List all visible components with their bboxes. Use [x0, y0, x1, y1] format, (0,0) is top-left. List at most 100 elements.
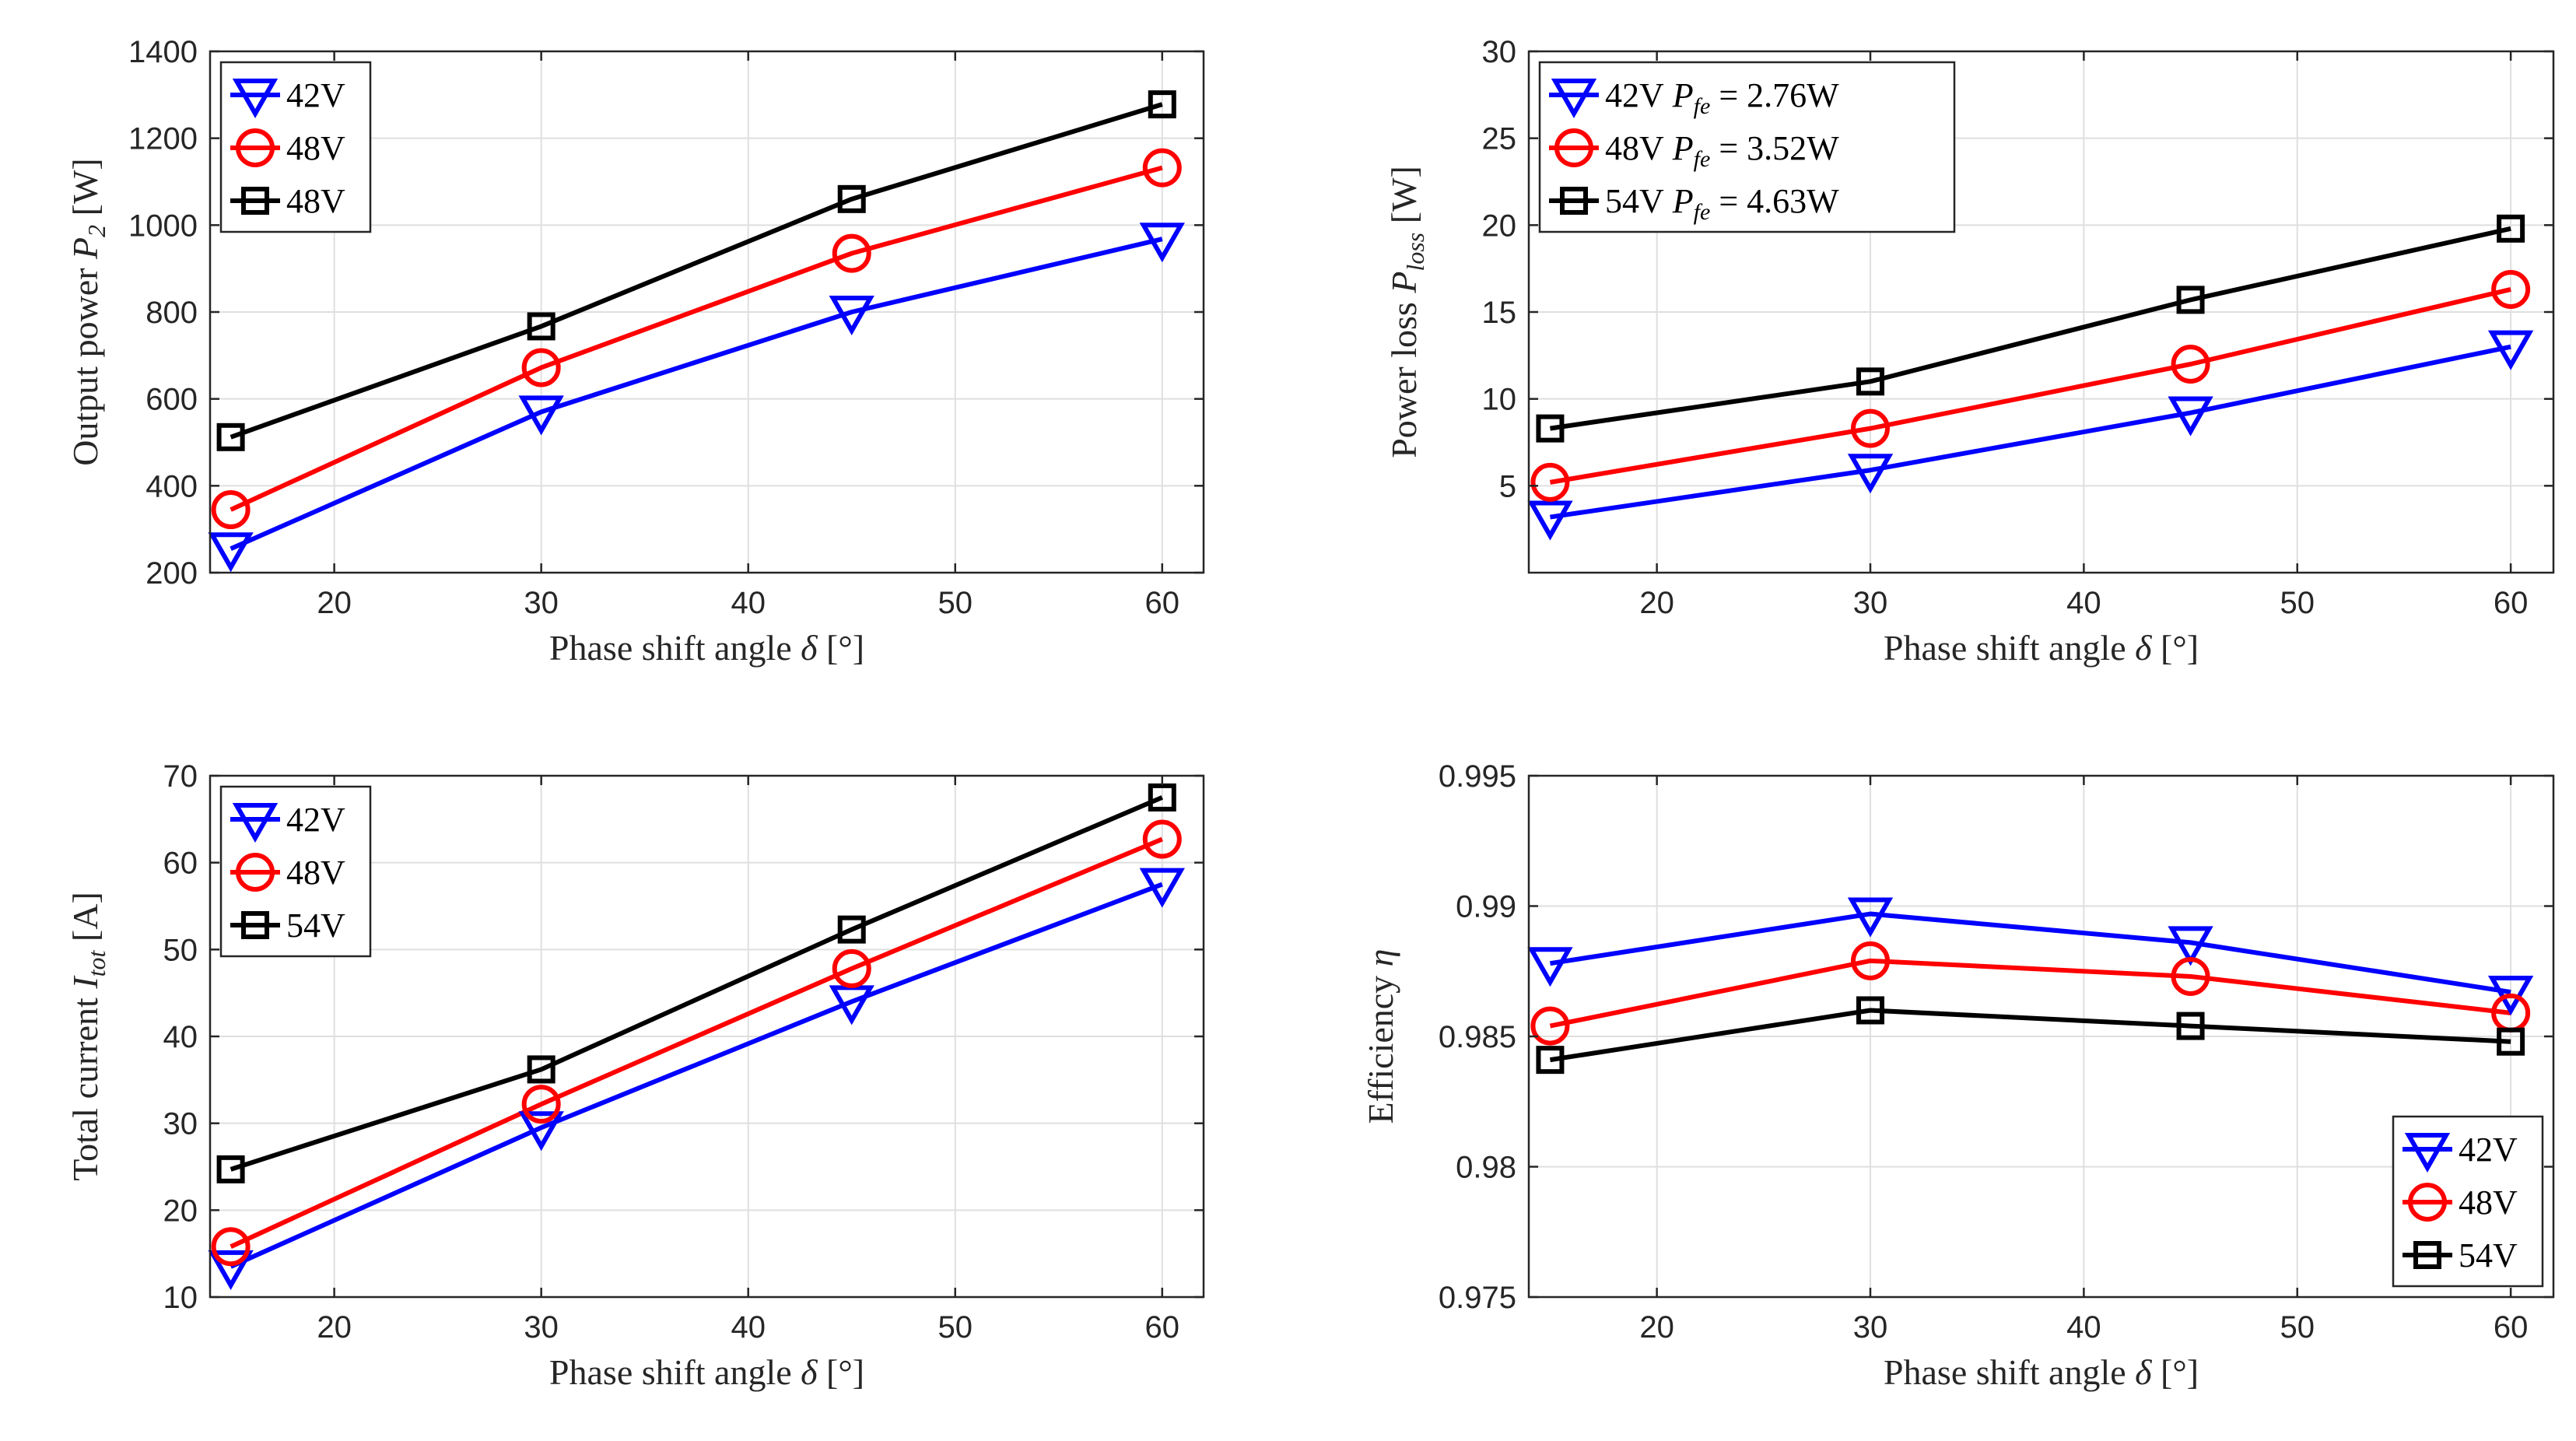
series-line-48v: [230, 165, 1163, 512]
y-tick-label: 400: [145, 469, 198, 503]
x-tick-label: 30: [524, 586, 559, 620]
data-point-48v: [1148, 90, 1176, 119]
legend-label-42v: 42V: [286, 801, 345, 839]
data-point-42v: [1847, 454, 1894, 494]
y-tick-label: 600: [145, 383, 198, 417]
data-point-48v: [211, 1227, 251, 1267]
legend-marker-42v: [232, 803, 279, 843]
data-point-48v: [521, 348, 561, 387]
data-point-48v: [521, 1085, 561, 1124]
data-point-48v: [837, 184, 866, 213]
series-line-48v: [1549, 287, 2511, 485]
data-point-54v: [2497, 214, 2525, 243]
data-point-42v: [1139, 868, 1185, 908]
legend-label-54v: 54V: [286, 906, 345, 945]
legend-label-48v: 48V: [286, 182, 345, 220]
x-tick-label: 60: [2494, 586, 2529, 620]
data-point-42v: [1527, 500, 1573, 541]
data-point-42v: [2168, 396, 2213, 437]
data-point-54v: [1856, 367, 1884, 396]
y-tick-label: 1200: [128, 122, 198, 156]
y-axis-label: Efficiency η: [1361, 948, 1400, 1124]
data-point-42v: [1847, 897, 1894, 938]
legend-label-48v: 48V: [286, 129, 345, 167]
y-axis-label: Total current Itot [A]: [65, 892, 110, 1181]
data-point-54v: [1148, 783, 1176, 812]
y-tick-label: 200: [145, 556, 198, 591]
y-tick-label: 800: [145, 296, 198, 330]
legend-marker-42v: [1551, 79, 1597, 119]
y-tick-label: 40: [163, 1020, 198, 1054]
x-axis-label: Phase shift angle δ [°]: [1884, 628, 2199, 668]
legend-marker-48v: [236, 853, 275, 892]
data-point-42v: [2168, 926, 2213, 966]
data-point-42v: [208, 1250, 254, 1290]
y-tick-label: 0.98: [1456, 1151, 1516, 1185]
data-point-48v: [1851, 941, 1890, 980]
y-tick-label: 0.99: [1456, 890, 1516, 924]
x-axis-label: Phase shift angle δ [°]: [549, 1352, 864, 1392]
legend-marker-54v: [241, 911, 269, 939]
data-point-54v: [1856, 996, 1884, 1025]
x-tick-label: 20: [317, 1310, 352, 1345]
series-line-42v: [1549, 911, 2511, 995]
chart-output-power: 20 30 40 50 60 200 400 600 800 1000 1200 1400 Phase …: [65, 35, 1205, 668]
y-tick-label: 0.985: [1439, 1020, 1516, 1054]
y-tick-label: 0.995: [1439, 759, 1516, 794]
x-tick-label: 20: [1639, 586, 1674, 620]
series-line-48v: [230, 836, 1163, 1249]
series-line-48v: [1549, 958, 2511, 1029]
data-point-48v: [216, 422, 245, 451]
x-tick-label: 60: [1145, 586, 1180, 620]
x-tick-label: 40: [731, 586, 766, 620]
y-tick-label: 10: [1482, 383, 1517, 417]
y-tick-label: 70: [163, 759, 198, 794]
chart-efficiency: 20 30 40 50 60 0.975 0.98 0.985 0.99 0.995 Phase s…: [1361, 759, 2555, 1392]
y-axis-label: Output power P2 [W]: [65, 158, 110, 465]
legend-marker-42v: [232, 79, 279, 119]
data-point-48v: [2171, 345, 2210, 384]
x-tick-label: 30: [524, 1310, 559, 1345]
legend-label-54v: 54V: [2459, 1236, 2518, 1274]
legend-marker-48v: [1554, 128, 1593, 167]
legend-label-48v: 48V: [286, 854, 345, 892]
data-point-42v: [1527, 947, 1573, 987]
data-point-48v: [211, 490, 251, 530]
data-point-42v: [829, 296, 874, 336]
legend-marker-48v: [241, 187, 269, 215]
series-line-54v: [1550, 226, 2511, 431]
x-tick-label: 60: [1145, 1310, 1180, 1345]
x-tick-label: 40: [731, 1310, 766, 1345]
legend-box: [1538, 61, 1956, 233]
y-tick-label: 50: [163, 933, 198, 967]
data-point-42v: [2487, 976, 2534, 1016]
y-tick-label: 30: [1482, 35, 1517, 69]
data-point-48v: [1530, 1006, 1570, 1046]
legend-label-48v: 48V Pfe = 3.52W: [1605, 129, 1839, 172]
data-point-42v: [518, 395, 564, 436]
data-point-48v: [1851, 408, 1890, 448]
data-point-48v: [1530, 462, 1570, 502]
data-point-42v: [208, 532, 254, 573]
legend: 42V Pfe = 2.76W 48V Pfe = 3.52W 54V Pfe = …: [1538, 61, 1956, 233]
x-tick-label: 50: [2280, 1310, 2315, 1345]
legend: 42V 48V 48V: [219, 61, 372, 233]
y-tick-label: 10: [163, 1281, 198, 1315]
series-line-42v: [230, 237, 1163, 552]
legend-label-42v: 42V: [286, 76, 345, 114]
data-point-48v: [2171, 956, 2210, 996]
legend-marker-42v: [2404, 1133, 2451, 1173]
data-point-42v: [2487, 330, 2534, 370]
chart-power-loss: 20 30 40 50 60 5 10 15 20 25 30 Phase shift angle δ…: [1384, 35, 2555, 668]
data-point-54v: [216, 1155, 245, 1183]
data-point-54v: [2176, 286, 2205, 314]
y-tick-label: 30: [163, 1107, 198, 1141]
y-tick-label: 60: [163, 847, 198, 881]
y-tick-label: 1400: [128, 35, 198, 69]
y-tick-label: 1000: [128, 209, 198, 243]
x-tick-label: 50: [938, 1310, 973, 1345]
data-point-54v: [527, 1055, 556, 1084]
x-tick-label: 30: [1853, 586, 1888, 620]
legend-marker-54v: [2413, 1241, 2441, 1269]
y-tick-label: 5: [1499, 469, 1516, 503]
